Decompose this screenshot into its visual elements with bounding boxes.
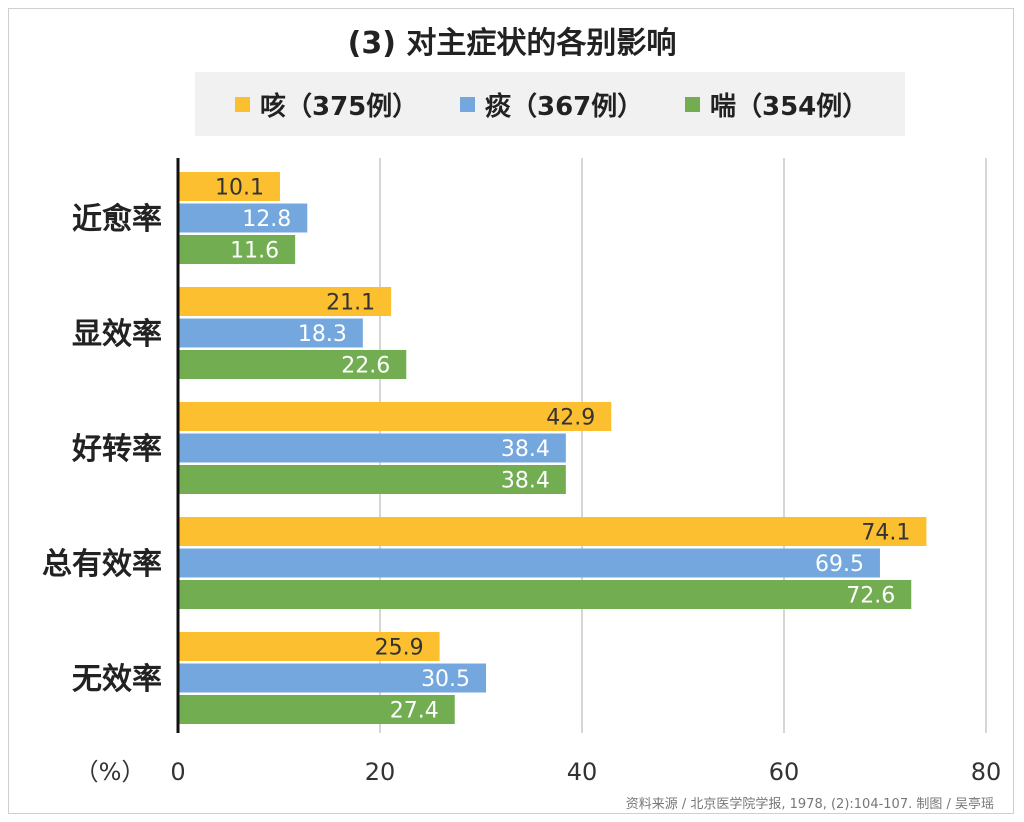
data-label: 38.4 xyxy=(501,469,550,494)
data-label: 11.6 xyxy=(230,239,279,264)
bar xyxy=(178,632,440,661)
data-label: 30.5 xyxy=(421,667,470,692)
legend-label-phlegm: 痰（367例） xyxy=(485,91,644,122)
category-label: 近愈率 xyxy=(72,202,162,237)
x-tick-label: 20 xyxy=(365,758,396,786)
bar xyxy=(178,350,407,379)
data-label: 38.4 xyxy=(501,437,550,462)
bar xyxy=(178,695,455,724)
data-label: 69.5 xyxy=(815,552,864,577)
category-label: 显效率 xyxy=(72,317,162,352)
bar xyxy=(178,402,612,431)
legend-swatch-phlegm xyxy=(460,96,475,112)
bar xyxy=(178,548,880,578)
legend-swatch-cough xyxy=(235,96,250,112)
bar xyxy=(178,580,912,609)
source-note: 资料来源 / 北京医学院学报, 1978, (2):104-107. 制图 / … xyxy=(625,797,994,812)
x-tick-label: 80 xyxy=(971,758,1002,786)
legend-item-phlegm: 痰（367例） xyxy=(460,72,643,136)
bar xyxy=(178,172,281,201)
legend-label-asthma: 喘（354例） xyxy=(710,91,869,122)
category-label: 好转率 xyxy=(71,432,162,467)
data-label: 12.8 xyxy=(242,207,291,232)
chart-title: (3) 对主症状的各别影响 xyxy=(347,26,677,61)
category-label: 无效率 xyxy=(72,662,162,697)
x-tick-label: 40 xyxy=(567,758,598,786)
bar xyxy=(178,433,566,463)
x-tick-label: 0 xyxy=(170,758,185,786)
bar xyxy=(178,465,566,494)
category-label: 总有效率 xyxy=(42,547,162,582)
bar xyxy=(178,203,308,233)
legend-item-cough: 咳（375例） xyxy=(235,72,418,136)
data-label: 25.9 xyxy=(375,636,424,661)
legend-label-cough: 咳（375例） xyxy=(260,91,419,122)
x-tick-label: 60 xyxy=(769,758,800,786)
bar xyxy=(178,663,487,693)
chart-frame xyxy=(8,8,1014,814)
data-label: 42.9 xyxy=(546,406,595,431)
data-label: 22.6 xyxy=(341,354,390,379)
legend-swatch-asthma xyxy=(685,96,700,112)
data-label: 72.6 xyxy=(846,584,895,609)
data-label: 27.4 xyxy=(390,699,439,724)
data-label: 10.1 xyxy=(215,176,264,201)
x-axis-unit-label: （%） xyxy=(75,758,146,786)
bar xyxy=(178,517,927,546)
data-label: 21.1 xyxy=(326,291,375,316)
data-label: 74.1 xyxy=(861,521,910,546)
bar xyxy=(178,287,392,316)
data-label: 18.3 xyxy=(298,322,347,347)
bar xyxy=(178,318,363,348)
bar xyxy=(178,235,296,264)
legend-item-asthma: 喘（354例） xyxy=(685,72,868,136)
legend: 咳（375例） 痰（367例） 喘（354例） xyxy=(195,72,905,136)
